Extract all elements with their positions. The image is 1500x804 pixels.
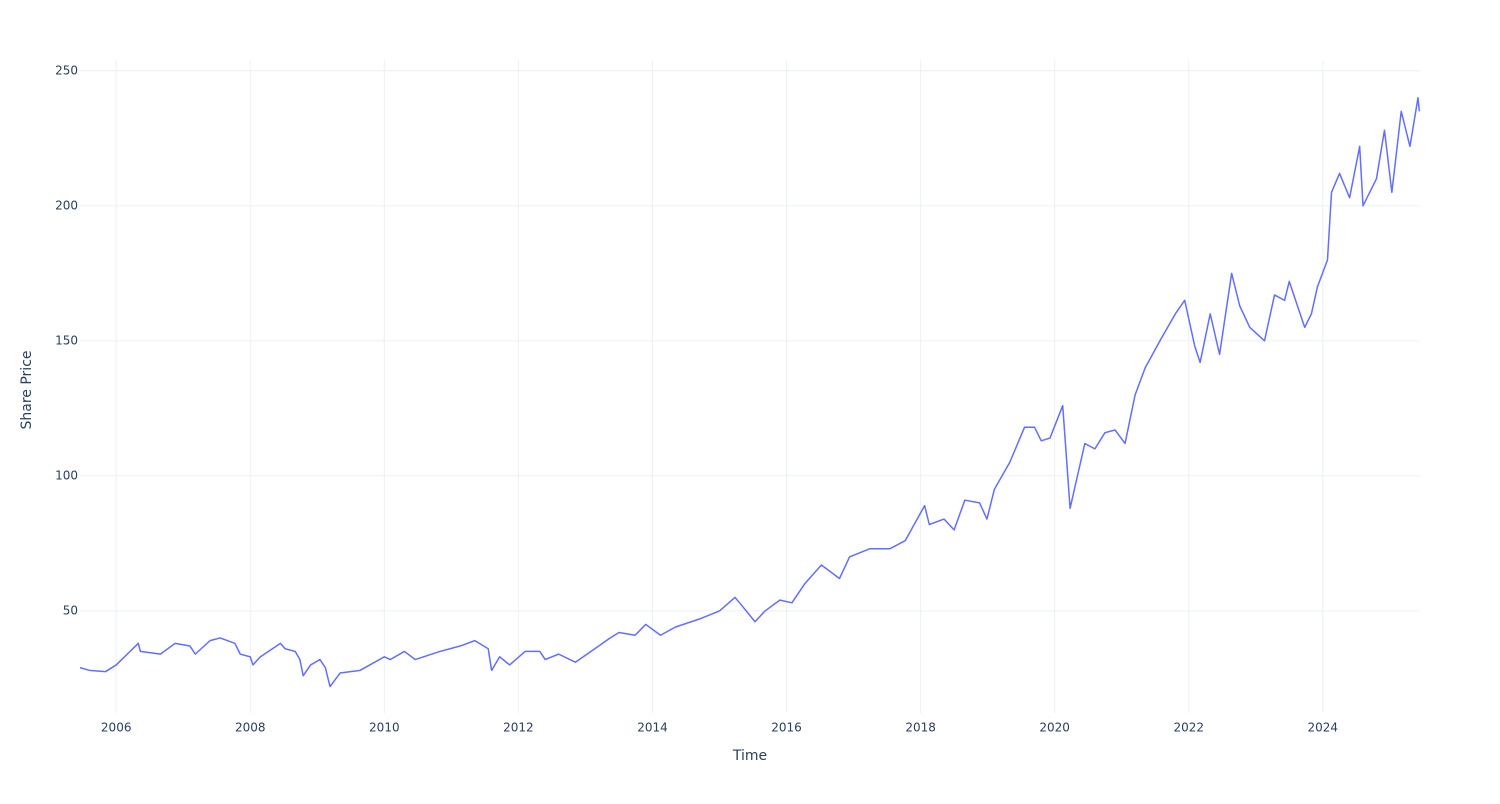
x-tick-label: 2014 <box>637 721 668 735</box>
y-tick-label: 200 <box>55 198 78 212</box>
x-tick-label: 2016 <box>771 721 802 735</box>
x-tick-label: 2018 <box>905 721 936 735</box>
x-axis-title: Time <box>732 748 767 764</box>
y-tick-label: 100 <box>55 468 78 482</box>
x-tick-label: 2006 <box>101 721 132 735</box>
x-tick-label: 2022 <box>1173 721 1204 735</box>
y-tick-label: 250 <box>55 63 78 77</box>
price-line <box>79 97 1421 688</box>
x-tick-label: 2008 <box>235 721 266 735</box>
x-tick-label: 2024 <box>1308 721 1339 735</box>
x-tick-label: 2012 <box>503 721 534 735</box>
y-tick-label: 150 <box>55 333 78 347</box>
y-axis-title: Share Price <box>19 350 35 429</box>
x-tick-label: 2020 <box>1039 721 1070 735</box>
y-tick-label: 50 <box>63 603 78 617</box>
x-tick-label: 2010 <box>369 721 400 735</box>
